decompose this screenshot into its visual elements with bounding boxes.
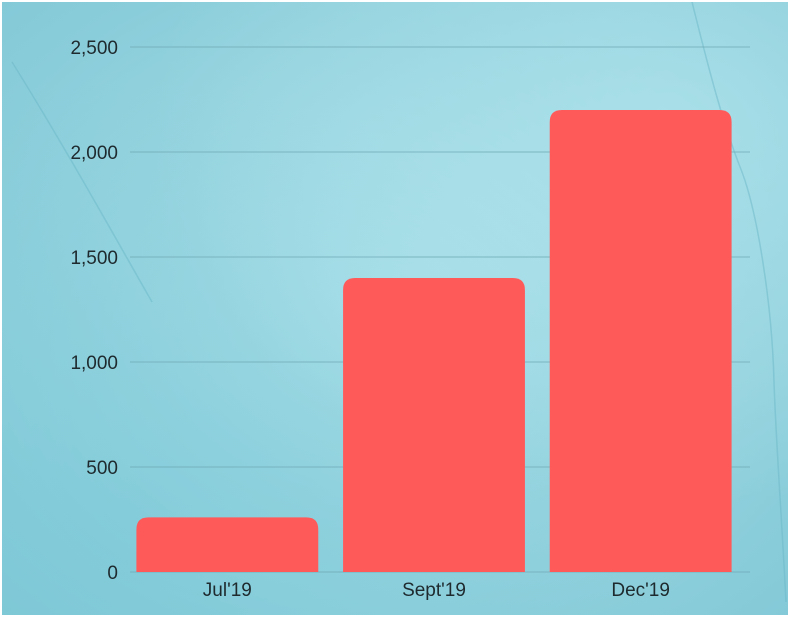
bar-2 xyxy=(549,110,732,572)
bars xyxy=(136,110,732,572)
x-tick-label: Jul'19 xyxy=(203,580,252,601)
bar-0 xyxy=(136,517,319,572)
texture-crack-1 xyxy=(691,2,787,603)
x-tick-label: Sept'19 xyxy=(402,580,466,601)
background-texture xyxy=(11,2,787,603)
y-axis-ticks: 0 500 1,000 1,500 2,000 2,500 xyxy=(70,38,118,584)
y-tick-label: 2,000 xyxy=(70,143,118,164)
bar-1 xyxy=(343,278,525,572)
x-axis-ticks: Jul'19 Sept'19 Dec'19 xyxy=(203,580,670,601)
x-tick-label: Dec'19 xyxy=(611,580,670,601)
y-tick-label: 1,500 xyxy=(70,248,118,269)
y-tick-label: 500 xyxy=(86,458,118,479)
texture-crack-2 xyxy=(11,61,153,303)
y-tick-label: 1,000 xyxy=(70,353,118,374)
y-tick-label: 0 xyxy=(107,563,118,584)
y-tick-label: 2,500 xyxy=(70,38,118,59)
